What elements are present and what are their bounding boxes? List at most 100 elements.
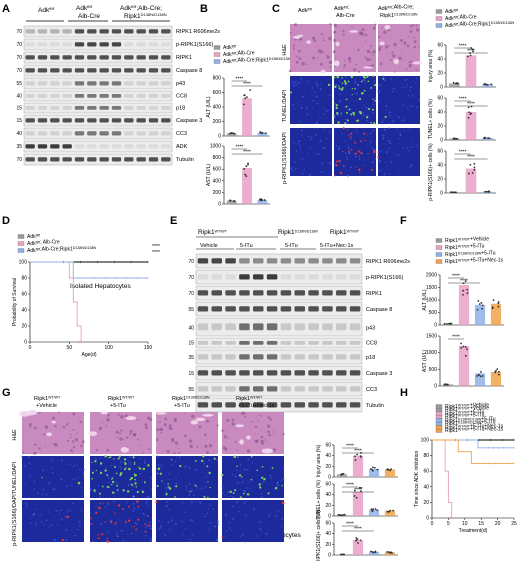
he-nucleus [326, 55, 330, 59]
dapi-nucleus [281, 517, 284, 520]
blot-band [25, 68, 35, 73]
he-nucleus [292, 48, 295, 50]
dapi-nucleus [269, 512, 272, 515]
blot-band [280, 258, 292, 264]
legend-swatch [435, 418, 443, 423]
blot-label: Tubulin [176, 157, 194, 163]
dapi-nucleus [28, 537, 31, 540]
dapi-nucleus [378, 159, 381, 162]
dapi-nucleus [307, 135, 310, 138]
positive-cell [97, 537, 100, 540]
positive-cell [267, 492, 270, 495]
dapi-nucleus [34, 522, 37, 525]
he-nucleus [208, 443, 213, 448]
he-nucleus [381, 27, 383, 30]
blot-band [99, 118, 109, 123]
he-nucleus [378, 46, 382, 50]
blot-band [322, 370, 333, 376]
positive-cell [382, 77, 385, 80]
data-point [372, 508, 374, 511]
data-point [371, 509, 374, 512]
dapi-nucleus [309, 146, 312, 149]
blot-band [280, 323, 292, 331]
positive-cell [104, 455, 107, 458]
y-tick-label: 100 [19, 260, 28, 266]
dapi-nucleus [348, 156, 350, 159]
blot-band [99, 68, 109, 73]
data-point [443, 322, 446, 325]
positive-cell [355, 166, 357, 168]
positive-cell [384, 115, 387, 119]
dapi-nucleus [129, 456, 131, 458]
positive-cell [338, 87, 341, 90]
positive-cell [131, 532, 133, 535]
positive-cell [155, 500, 158, 504]
blot-band [211, 370, 223, 376]
dapi-nucleus [396, 128, 398, 130]
dapi-nucleus [416, 106, 418, 109]
blot-band [62, 81, 72, 86]
positive-cell [368, 107, 371, 111]
positive-cell [115, 472, 118, 475]
dapi-nucleus [115, 533, 118, 536]
dapi-nucleus [291, 169, 294, 172]
positive-cell [118, 455, 121, 458]
g-col-1b: +Vehicle [36, 403, 57, 409]
dapi-nucleus [231, 473, 234, 476]
dapi-nucleus [353, 141, 356, 143]
dapi-nucleus [402, 119, 405, 122]
he-nucleus [269, 418, 272, 421]
y-axis-label: Injury area (%) [316, 444, 322, 477]
positive-cell [250, 455, 253, 458]
dapi-nucleus [410, 164, 413, 166]
dapi-nucleus [157, 463, 160, 466]
data-point [471, 48, 474, 51]
positive-cell [116, 489, 119, 491]
dapi-nucleus [107, 503, 110, 506]
blot-band [25, 81, 35, 86]
data-point [374, 508, 377, 510]
blot-label: CC3 [366, 387, 377, 393]
dapi-nucleus [135, 522, 138, 525]
dapi-nucleus [379, 90, 381, 93]
dapi-nucleus [418, 127, 421, 130]
he-nucleus [52, 416, 56, 420]
blot-label: RIPK1 [176, 55, 192, 61]
fluor-image [334, 128, 376, 176]
he-nucleus [412, 24, 415, 27]
blot-band [124, 118, 134, 123]
positive-cell [372, 75, 375, 78]
dapi-nucleus [259, 527, 261, 530]
positive-cell [347, 119, 349, 122]
legend-label: Ripk1WT/WT+5-ITu+Nec-1s [445, 258, 504, 266]
dapi-nucleus [374, 97, 377, 100]
positive-cell [168, 487, 172, 490]
blot-band [74, 144, 85, 149]
he-vessel [235, 424, 244, 428]
dapi-nucleus [104, 505, 107, 508]
data-point [443, 383, 446, 386]
dapi-nucleus [228, 522, 230, 525]
dapi-nucleus [94, 457, 97, 460]
data-point [373, 466, 376, 469]
he-nucleus [33, 451, 37, 455]
he-nucleus [216, 424, 219, 427]
x-tick-label: 5 [447, 521, 450, 527]
blot-band [335, 402, 347, 408]
mw-label: 55 [188, 307, 194, 313]
dapi-nucleus [96, 458, 98, 460]
blot-band [124, 55, 134, 60]
positive-cell [241, 476, 243, 478]
dapi-nucleus [41, 493, 43, 496]
y-tick-label: 40 [21, 308, 27, 314]
y-tick-label: 20 [325, 542, 331, 548]
dapi-nucleus [290, 166, 293, 169]
data-point [449, 322, 452, 325]
he-nucleus [204, 444, 208, 449]
dapi-nucleus [370, 142, 372, 144]
dapi-nucleus [378, 84, 381, 87]
positive-cell [171, 458, 173, 461]
he-nucleus [259, 414, 262, 417]
dapi-nucleus [214, 525, 216, 528]
